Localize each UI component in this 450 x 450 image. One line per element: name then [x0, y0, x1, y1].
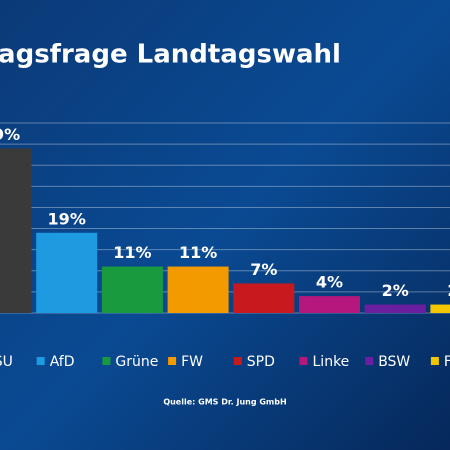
legend-label: CSU	[0, 354, 13, 370]
value-label: 2%	[447, 281, 450, 300]
legend-label: AfD	[50, 354, 75, 370]
legend-label: Linke	[313, 354, 350, 370]
bar	[430, 304, 450, 313]
legend-label: BSW	[378, 354, 410, 370]
legend-label: FDP	[444, 354, 450, 370]
value-label: 7%	[250, 260, 277, 279]
bar	[364, 304, 426, 313]
legend-label: FW	[181, 354, 203, 370]
legend-label: SPD	[247, 354, 275, 370]
legend-label: Grüne	[115, 354, 158, 370]
bar	[299, 296, 360, 313]
legend-swatch	[36, 357, 45, 365]
bar	[167, 266, 229, 313]
legend-swatch	[233, 357, 242, 365]
legend-swatch	[299, 357, 308, 365]
legend-swatch	[102, 357, 111, 365]
legend-swatch	[168, 357, 177, 365]
legend-swatch	[430, 357, 439, 365]
legend-swatch	[365, 357, 374, 365]
bar	[36, 232, 98, 313]
value-label: 4%	[316, 273, 343, 292]
value-label: 11%	[113, 243, 151, 262]
chart-title: Sonntagsfrage Landtagswahl	[0, 40, 341, 70]
source: Quelle: GMS Dr. Jung GmbH	[163, 398, 286, 407]
bar	[101, 266, 163, 313]
value-label: 2%	[382, 281, 409, 300]
value-label: 39%	[0, 125, 20, 144]
bar	[233, 283, 295, 313]
bar	[0, 148, 32, 313]
value-label: 11%	[179, 243, 217, 262]
value-label: 19%	[48, 209, 86, 228]
